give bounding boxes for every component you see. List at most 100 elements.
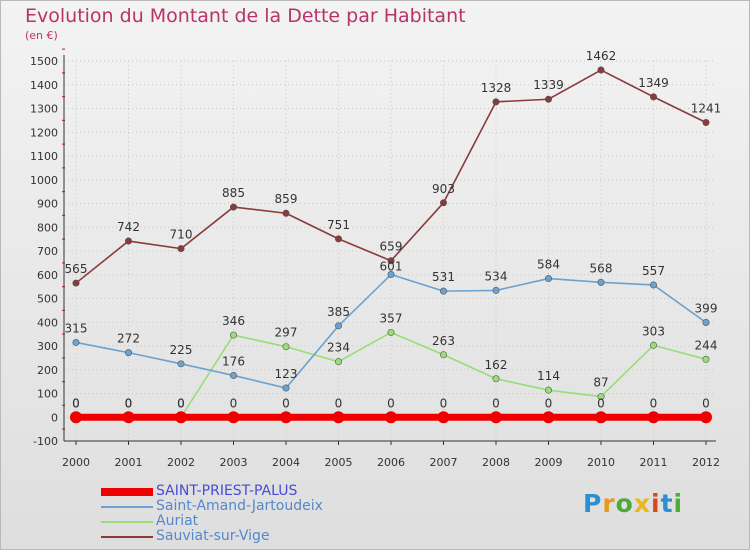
- data-point-series-1: [387, 271, 395, 279]
- data-label: 531: [432, 270, 455, 284]
- data-label: 1349: [638, 76, 669, 90]
- data-point-series-3: [282, 209, 290, 217]
- data-point-series-0: [437, 411, 450, 424]
- y-tick-label: 1100: [30, 150, 58, 163]
- data-point-series-2: [334, 358, 342, 366]
- data-point-series-0: [175, 411, 187, 424]
- chart-title: Evolution du Montant de la Dette par Hab…: [25, 5, 466, 27]
- x-tick-label: 2011: [640, 456, 668, 469]
- legend-swatch: [101, 521, 153, 523]
- data-point-series-3: [702, 119, 710, 127]
- y-tick-label: 1500: [30, 55, 58, 68]
- legend-label: Saint-Amand-Jartoudeix: [156, 498, 323, 514]
- data-label: 1339: [533, 78, 564, 92]
- data-label: 557: [642, 264, 665, 278]
- data-labels: 0 0 0 0 0 0 0 0 0 0 0 0 0 315 272 225 176 123 385 601 531 534…: [65, 49, 722, 410]
- y-tick-label: 900: [37, 198, 58, 211]
- data-point-series-0: [647, 411, 660, 424]
- data-label: 565: [65, 262, 88, 276]
- data-label: 357: [380, 311, 403, 325]
- data-label: 710: [170, 228, 193, 242]
- data-label: 859: [275, 192, 298, 206]
- data-point-series-1: [177, 360, 185, 368]
- logo-letter: P: [583, 489, 603, 518]
- data-label: 0: [702, 396, 710, 410]
- data-label: 903: [432, 182, 455, 196]
- x-tick-label: 2000: [62, 456, 90, 469]
- y-tick-label: 100: [37, 388, 58, 401]
- legend-swatch: [101, 488, 153, 496]
- data-label: 0: [72, 396, 80, 410]
- data-point-series-1: [597, 278, 605, 286]
- data-label: 114: [537, 369, 560, 383]
- data-label: 0: [282, 396, 290, 410]
- data-label: 885: [222, 186, 245, 200]
- data-label: 346: [222, 314, 245, 328]
- data-point-series-3: [230, 203, 238, 211]
- y-tick-label: 800: [37, 221, 58, 234]
- logo-letter: x: [633, 489, 651, 518]
- data-point-series-2: [282, 343, 290, 351]
- y-tick-label: 1200: [30, 126, 58, 139]
- data-label: 225: [170, 343, 193, 357]
- data-point-series-2: [544, 386, 552, 394]
- data-point-series-1: [282, 384, 290, 392]
- data-label: 123: [275, 367, 298, 381]
- legend-label: SAINT-PRIEST-PALUS: [156, 483, 298, 499]
- data-label: 385: [327, 305, 350, 319]
- data-label: 0: [597, 396, 605, 410]
- y-tick-label: 1000: [30, 174, 58, 187]
- data-point-series-1: [649, 281, 657, 289]
- data-label: 0: [545, 396, 553, 410]
- x-tick-label: 2010: [587, 456, 615, 469]
- data-label: 0: [125, 396, 133, 410]
- data-point-series-3: [177, 245, 185, 253]
- data-label: 303: [642, 324, 665, 338]
- data-label: 568: [590, 261, 613, 275]
- x-tick-label: 2003: [220, 456, 248, 469]
- logo-letter: r: [602, 489, 616, 518]
- x-tick-label: 2002: [167, 456, 195, 469]
- data-point-series-1: [72, 338, 80, 346]
- x-tick-label: 2012: [692, 456, 720, 469]
- data-point-series-0: [280, 411, 292, 424]
- y-tick-label: 200: [37, 364, 58, 377]
- data-point-series-1: [230, 371, 238, 379]
- data-label: 315: [65, 321, 88, 335]
- legend-swatch: [101, 506, 153, 508]
- y-tick-label: 300: [37, 340, 58, 353]
- proxiti-logo: Proxiti: [583, 489, 683, 518]
- logo-letter: i: [673, 489, 684, 518]
- axes: -100010020030040050060070080090010001100…: [30, 48, 720, 469]
- data-label: 244: [695, 338, 718, 352]
- data-point-series-0: [595, 411, 607, 424]
- legend-label: Sauviat-sur-Vige: [156, 528, 270, 544]
- data-point-series-2: [492, 375, 500, 383]
- data-label: 0: [125, 396, 133, 410]
- data-label: 601: [380, 260, 403, 274]
- data-point-series-3: [439, 199, 447, 207]
- data-point-series-3: [597, 66, 605, 74]
- data-point-series-3: [334, 235, 342, 243]
- logo-letter: t: [660, 489, 674, 518]
- data-point-series-0: [490, 411, 502, 424]
- data-label: 0: [230, 396, 238, 410]
- chart-unit-label: (en €): [25, 29, 58, 42]
- data-label: 1328: [481, 81, 512, 95]
- data-point-series-0: [700, 411, 712, 424]
- x-tick-label: 2004: [272, 456, 300, 469]
- data-label: 751: [327, 218, 350, 232]
- data-point-series-1: [544, 275, 552, 283]
- data-label: 0: [387, 396, 395, 410]
- legend-label: Auriat: [156, 513, 199, 529]
- data-label: 584: [537, 258, 560, 272]
- x-tick-label: 2005: [325, 456, 353, 469]
- data-label: 534: [485, 269, 508, 283]
- logo-letter: i: [651, 489, 661, 518]
- data-label: 0: [72, 396, 80, 410]
- data-point-series-2: [597, 393, 605, 401]
- data-label: 0: [492, 396, 500, 410]
- data-point-series-3: [544, 95, 552, 103]
- data-label: 263: [432, 334, 455, 348]
